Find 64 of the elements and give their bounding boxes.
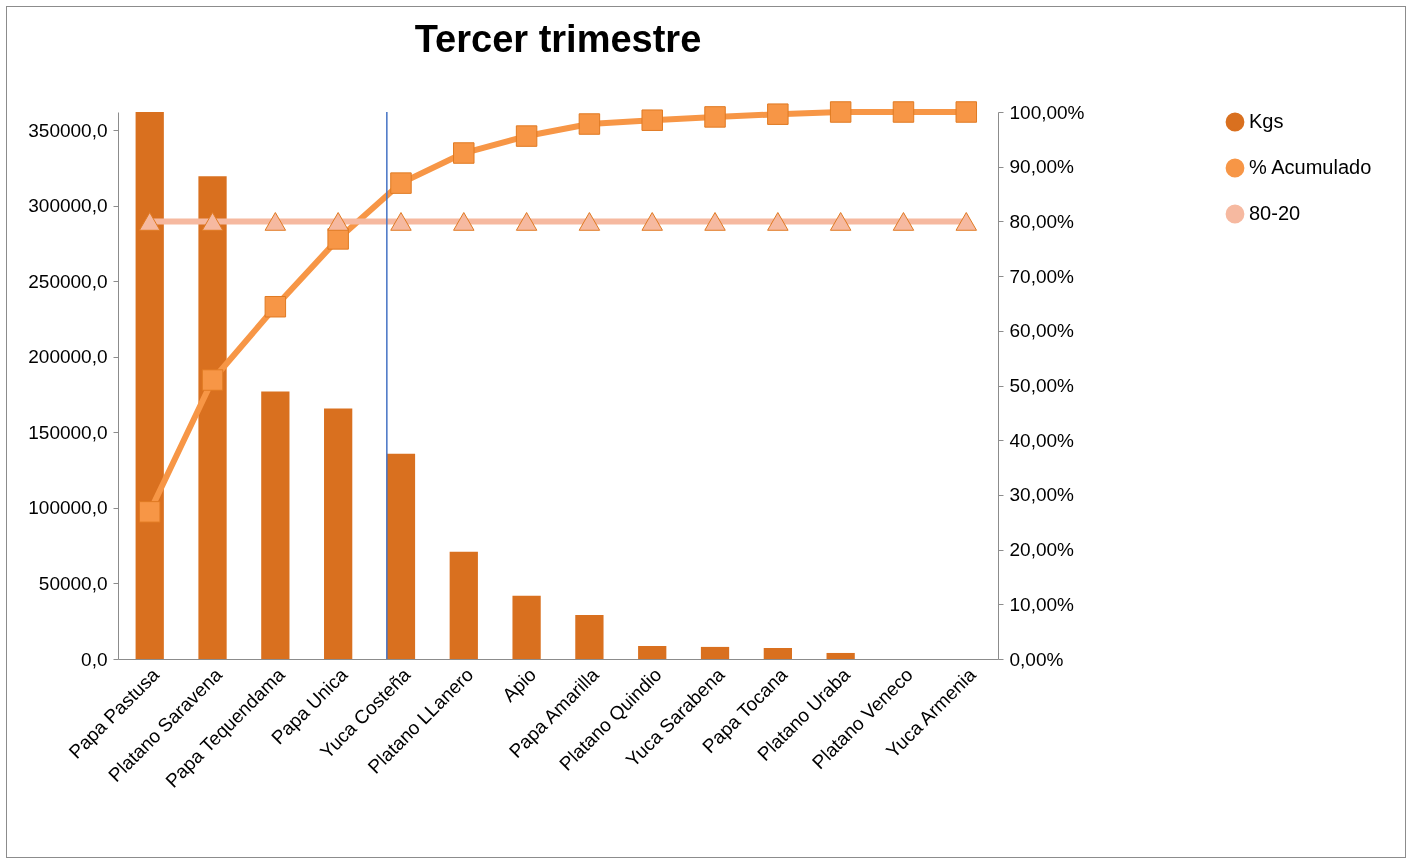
y-tick-label: 350000,0 bbox=[28, 119, 108, 141]
point bbox=[829, 212, 852, 231]
bar bbox=[324, 408, 353, 659]
point bbox=[704, 212, 726, 231]
point bbox=[390, 172, 412, 194]
y-tick-label: 50000,0 bbox=[38, 572, 108, 594]
point bbox=[201, 369, 224, 391]
bar bbox=[449, 551, 478, 659]
point bbox=[264, 212, 287, 231]
y2-tick-label: 50,00% bbox=[1009, 375, 1075, 396]
point bbox=[138, 501, 161, 523]
point bbox=[892, 212, 915, 231]
point bbox=[767, 212, 789, 231]
bar bbox=[198, 176, 227, 659]
bar bbox=[135, 112, 164, 659]
point bbox=[578, 113, 601, 135]
x-tick-label: Apio bbox=[498, 664, 541, 706]
point bbox=[264, 295, 287, 318]
bar bbox=[638, 646, 667, 659]
y-tick-label: 150000,0 bbox=[28, 421, 108, 443]
y2-tick-label: 60,00% bbox=[1009, 320, 1075, 342]
bar bbox=[261, 391, 290, 659]
legend-label: Kgs bbox=[1249, 110, 1284, 132]
y2-tick-label: 100,00% bbox=[1009, 101, 1085, 123]
y-tick-label: 300000,0 bbox=[28, 195, 108, 217]
point bbox=[955, 101, 978, 123]
point bbox=[390, 212, 412, 231]
point bbox=[578, 212, 601, 231]
point bbox=[138, 212, 161, 231]
y2-tick-label: 0,00% bbox=[1009, 648, 1064, 670]
y-tick-label: 250000,0 bbox=[28, 270, 108, 292]
y2-tick-label: 10,00% bbox=[1009, 593, 1075, 615]
point bbox=[955, 212, 978, 231]
y-tick-label: 100000,0 bbox=[28, 497, 108, 519]
legend-label: 80-20 bbox=[1249, 202, 1301, 224]
point bbox=[767, 103, 789, 125]
y-tick-label: 200000,0 bbox=[28, 346, 108, 368]
y2-tick-label: 90,00% bbox=[1009, 156, 1075, 178]
legend-label: % Acumulado bbox=[1249, 156, 1372, 178]
bar bbox=[826, 652, 855, 659]
y2-tick-label: 20,00% bbox=[1009, 539, 1075, 561]
y2-tick-label: 30,00% bbox=[1009, 484, 1075, 506]
point bbox=[327, 212, 349, 231]
y2-tick-label: 40,00% bbox=[1009, 429, 1075, 451]
bar bbox=[700, 646, 730, 659]
chart-title: Tercer trimestre bbox=[414, 17, 702, 60]
point bbox=[704, 106, 726, 128]
point bbox=[515, 212, 538, 231]
bar bbox=[386, 453, 416, 659]
point bbox=[453, 142, 475, 164]
y2-tick-label: 70,00% bbox=[1009, 265, 1075, 287]
point bbox=[641, 212, 663, 231]
point bbox=[641, 109, 663, 131]
point bbox=[201, 212, 224, 231]
bar bbox=[575, 614, 604, 659]
bar bbox=[512, 595, 541, 659]
point bbox=[515, 125, 538, 147]
bar bbox=[763, 647, 792, 659]
y2-tick-label: 80,00% bbox=[1009, 210, 1075, 232]
point bbox=[892, 101, 915, 123]
point bbox=[829, 101, 852, 123]
point bbox=[453, 212, 475, 231]
point bbox=[327, 228, 349, 250]
y-tick-label: 0,0 bbox=[81, 648, 108, 670]
